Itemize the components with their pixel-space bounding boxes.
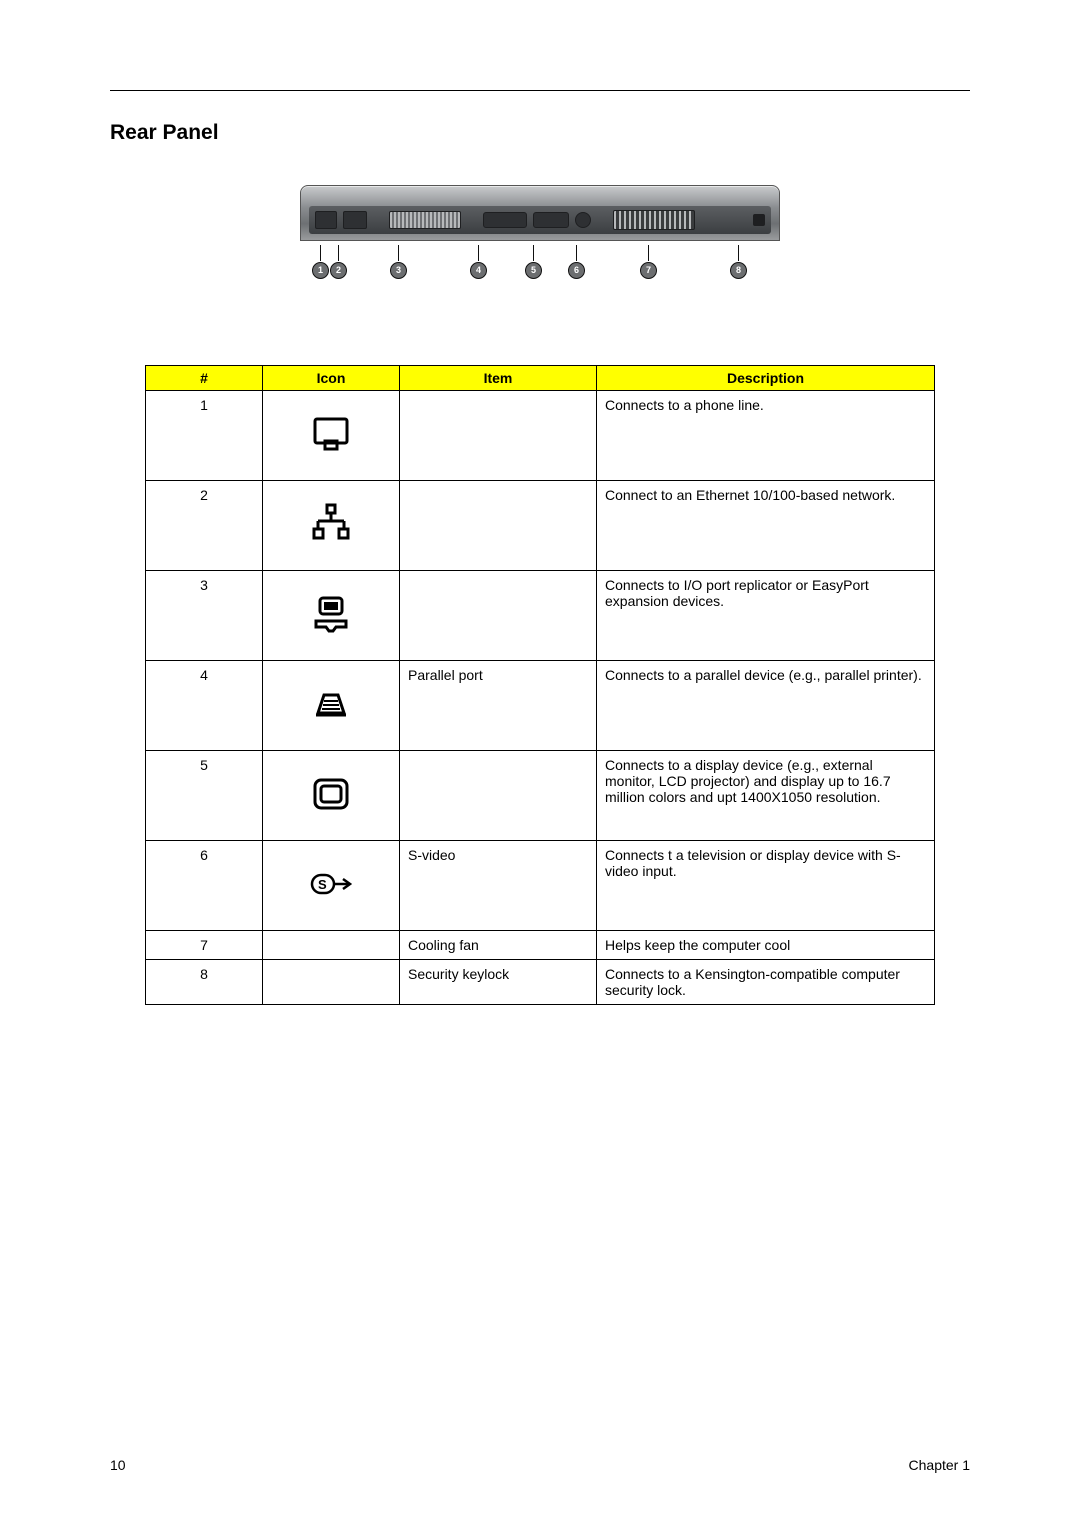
- cell-item: Parallel port: [400, 661, 597, 751]
- cell-item: S-video: [400, 841, 597, 931]
- table-row: 3 Connects to I/O port replicator or Easy…: [146, 571, 935, 661]
- cell-icon: [263, 841, 400, 931]
- cell-item: [400, 571, 597, 661]
- laptop-rear-body: [300, 185, 780, 241]
- cell-description: Connects to a phone line.: [597, 391, 935, 481]
- cell-num: 1: [146, 391, 263, 481]
- callout-row: 12345678: [300, 245, 780, 295]
- chapter-label: Chapter 1: [909, 1457, 970, 1473]
- table-header-row: # Icon Item Description: [146, 366, 935, 391]
- port-parallel: [483, 212, 527, 228]
- port-vga: [533, 212, 569, 228]
- table-row: 8 Security keylockConnects to a Kensingto…: [146, 960, 935, 1005]
- cell-description: Connects to I/O port replicator or EasyP…: [597, 571, 935, 661]
- callout-3: 3: [390, 245, 406, 279]
- cell-description: Connects to a Kensington-compatible comp…: [597, 960, 935, 1005]
- ports-table: # Icon Item Description 1 Connects to a p…: [145, 365, 935, 1005]
- svideo-icon: [310, 863, 352, 905]
- callout-4: 4: [470, 245, 486, 279]
- port-fan-grille: [613, 210, 695, 230]
- cell-num: 3: [146, 571, 263, 661]
- port-kensington: [753, 214, 765, 226]
- vga-icon: [310, 773, 352, 815]
- table-row: 5 Connects to a display device (e.g., ext…: [146, 751, 935, 841]
- dock-icon: [310, 593, 352, 635]
- table-row: 6 S-videoConnects t a television or displ…: [146, 841, 935, 931]
- page: Rear Panel 12345678: [0, 0, 1080, 1528]
- callout-5: 5: [525, 245, 541, 279]
- cell-num: 7: [146, 931, 263, 960]
- cell-icon: [263, 931, 400, 960]
- cell-icon: [263, 751, 400, 841]
- cell-num: 4: [146, 661, 263, 751]
- cell-description: Connect to an Ethernet 10/100-based netw…: [597, 481, 935, 571]
- cell-item: [400, 481, 597, 571]
- page-number: 10: [110, 1457, 126, 1473]
- cell-icon: [263, 481, 400, 571]
- section-title: Rear Panel: [110, 121, 970, 145]
- ports-table-wrap: # Icon Item Description 1 Connects to a p…: [145, 365, 935, 1005]
- rear-panel-diagram: 12345678: [110, 185, 970, 295]
- modem-icon: [310, 413, 352, 455]
- table-row: 2 Connect to an Ethernet 10/100-based net…: [146, 481, 935, 571]
- col-num: #: [146, 366, 263, 391]
- callout-2: 2: [330, 245, 346, 279]
- cell-item: Cooling fan: [400, 931, 597, 960]
- parallel-icon: [310, 683, 352, 725]
- cell-item: [400, 751, 597, 841]
- callout-8: 8: [730, 245, 746, 279]
- cell-description: Connects to a parallel device (e.g., par…: [597, 661, 935, 751]
- port-dock: [389, 211, 461, 229]
- cell-icon: [263, 960, 400, 1005]
- callout-7: 7: [640, 245, 656, 279]
- ethernet-icon: [310, 503, 352, 545]
- cell-description: Connects to a display device (e.g., exte…: [597, 751, 935, 841]
- cell-num: 6: [146, 841, 263, 931]
- table-row: 7 Cooling fanHelps keep the computer cool: [146, 931, 935, 960]
- cell-icon: [263, 571, 400, 661]
- callout-6: 6: [568, 245, 584, 279]
- col-item: Item: [400, 366, 597, 391]
- cell-icon: [263, 391, 400, 481]
- cell-item: [400, 391, 597, 481]
- cell-item: Security keylock: [400, 960, 597, 1005]
- table-row: 4 Parallel portConnects to a parallel dev…: [146, 661, 935, 751]
- cell-num: 5: [146, 751, 263, 841]
- table-row: 1 Connects to a phone line.: [146, 391, 935, 481]
- callout-1: 1: [312, 245, 328, 279]
- cell-num: 8: [146, 960, 263, 1005]
- port-ethernet: [343, 211, 367, 229]
- rule-top: [110, 90, 970, 91]
- cell-description: Connects t a television or display devic…: [597, 841, 935, 931]
- port-svideo: [575, 212, 591, 228]
- cell-icon: [263, 661, 400, 751]
- cell-description: Helps keep the computer cool: [597, 931, 935, 960]
- page-footer: 10 Chapter 1: [110, 1457, 970, 1473]
- cell-num: 2: [146, 481, 263, 571]
- col-desc: Description: [597, 366, 935, 391]
- port-modem: [315, 211, 337, 229]
- col-icon: Icon: [263, 366, 400, 391]
